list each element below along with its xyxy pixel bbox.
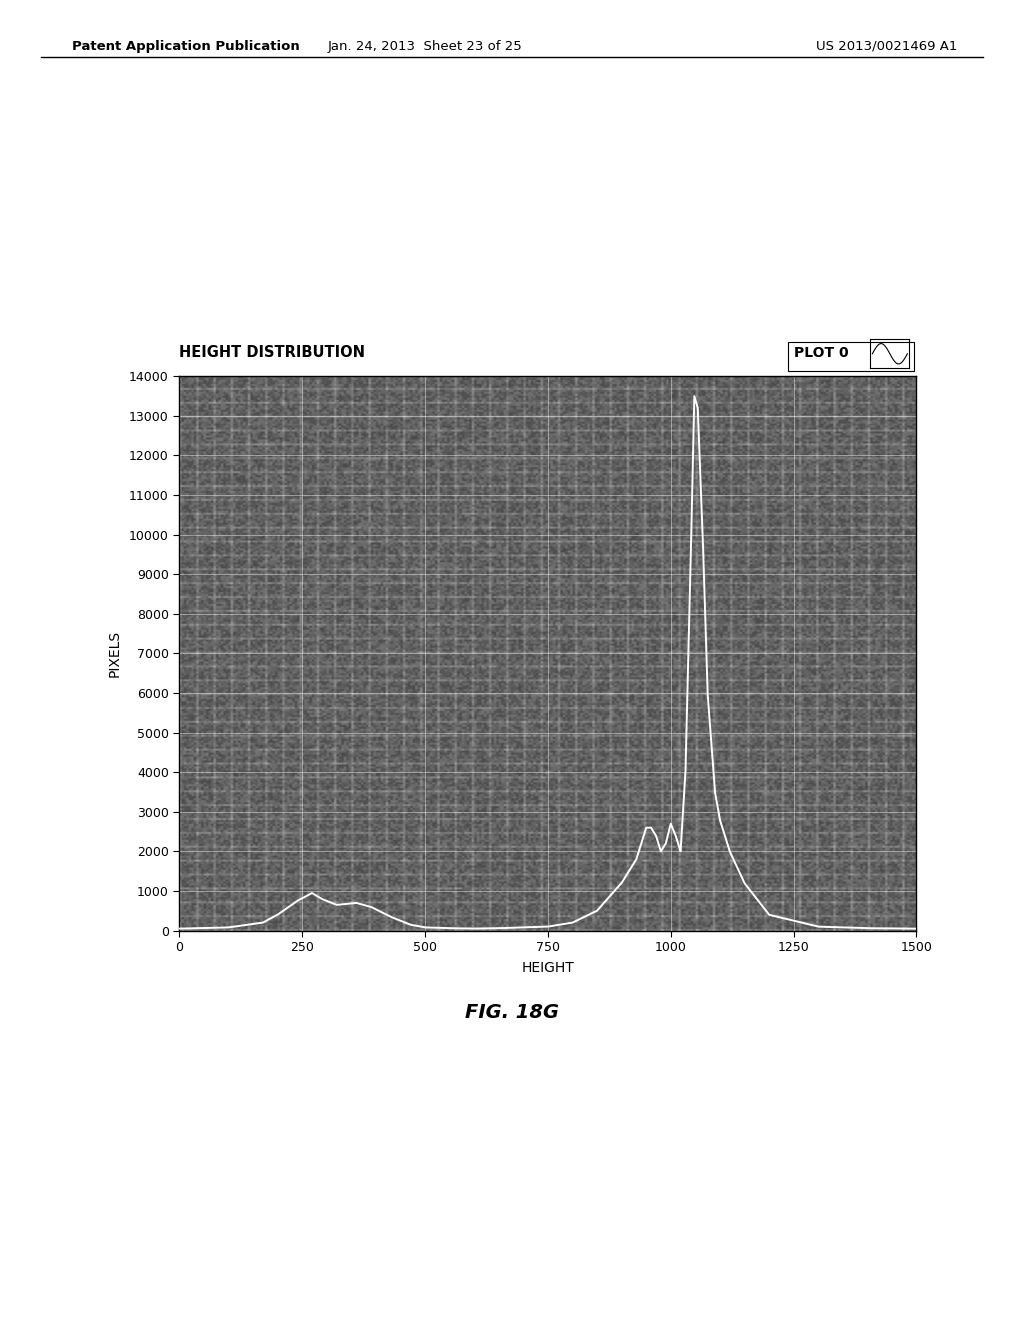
Text: Jan. 24, 2013  Sheet 23 of 25: Jan. 24, 2013 Sheet 23 of 25 [328,40,522,53]
Text: HEIGHT DISTRIBUTION: HEIGHT DISTRIBUTION [179,346,366,360]
Y-axis label: PIXELS: PIXELS [108,630,122,677]
Text: US 2013/0021469 A1: US 2013/0021469 A1 [816,40,957,53]
Text: FIG. 18G: FIG. 18G [465,1003,559,1022]
Text: Patent Application Publication: Patent Application Publication [72,40,299,53]
Text: PLOT 0: PLOT 0 [794,346,848,360]
X-axis label: HEIGHT: HEIGHT [521,961,574,975]
